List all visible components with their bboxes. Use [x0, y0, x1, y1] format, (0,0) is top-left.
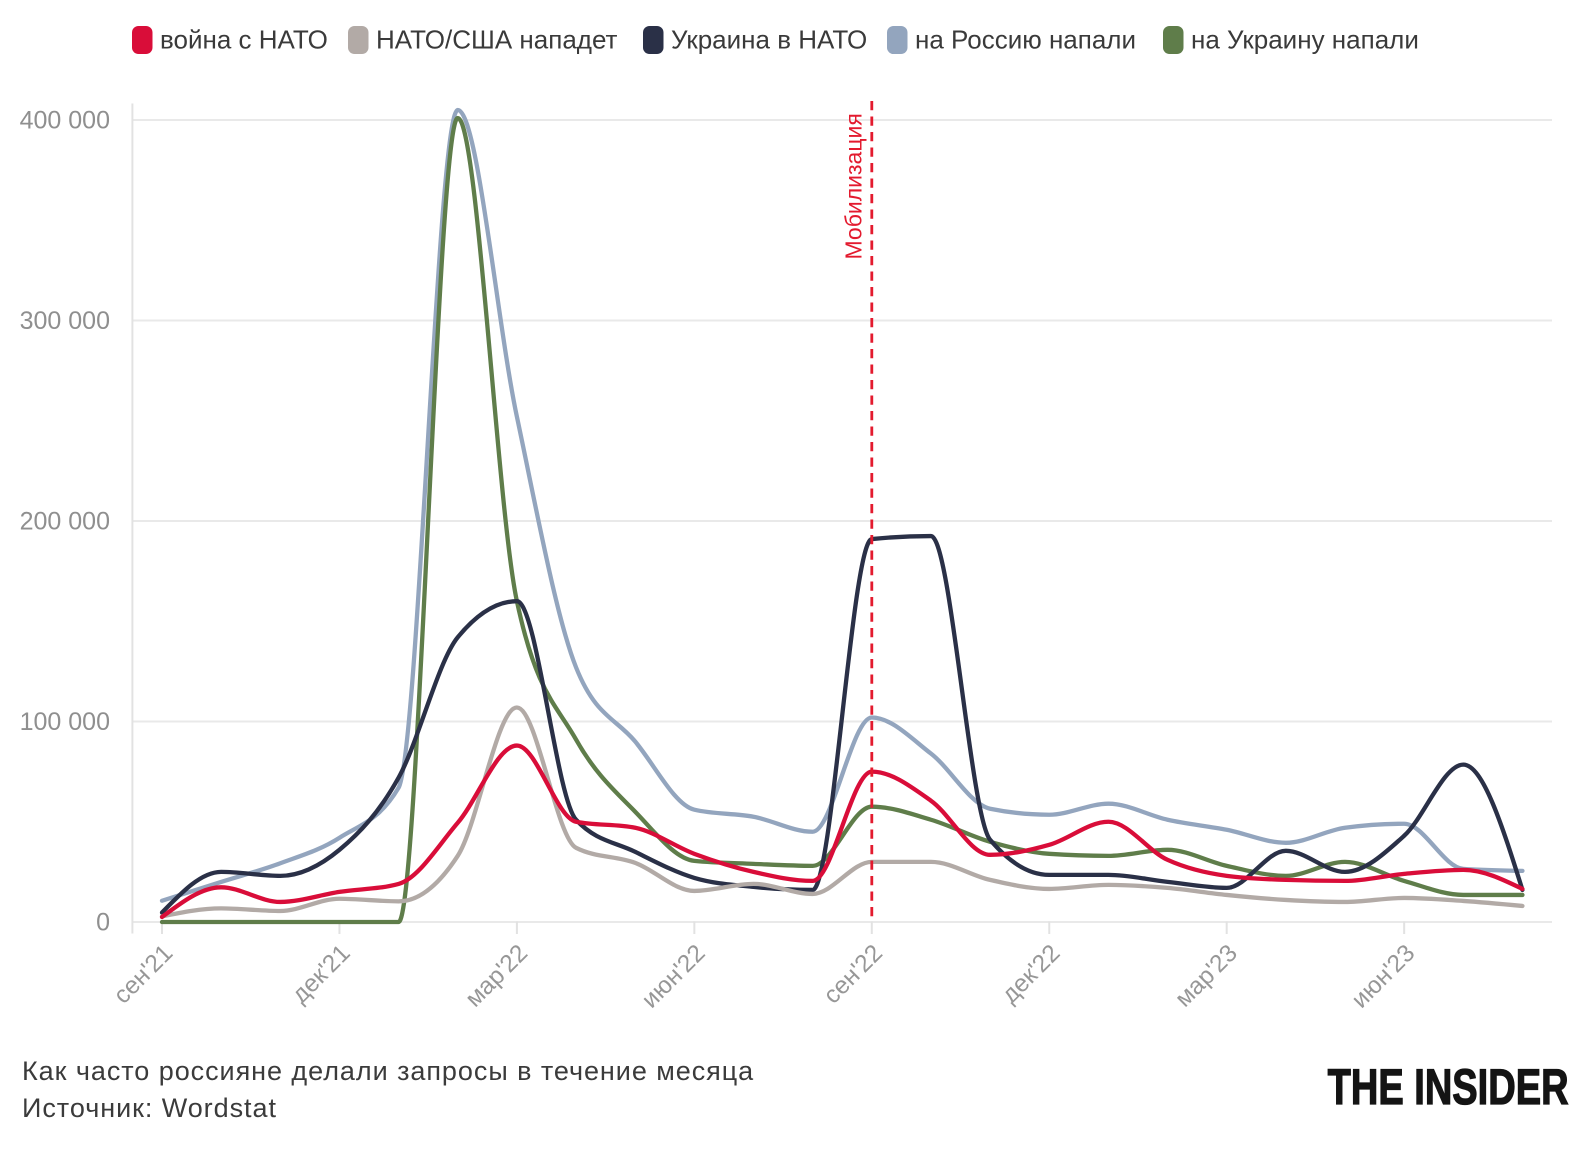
- svg-text:THE INSIDER: THE INSIDER: [1328, 1058, 1569, 1115]
- svg-text:Как часто россияне делали запр: Как часто россияне делали запросы в тече…: [22, 1056, 754, 1086]
- svg-text:Источник: Wordstat: Источник: Wordstat: [22, 1093, 277, 1123]
- svg-text:дек'22: дек'22: [996, 940, 1065, 1009]
- svg-text:100 000: 100 000: [20, 708, 110, 736]
- svg-text:мар'22: мар'22: [460, 940, 533, 1013]
- svg-text:НАТО/США нападет: НАТО/США нападет: [376, 25, 618, 55]
- svg-text:400 000: 400 000: [20, 107, 110, 135]
- svg-text:сен'22: сен'22: [819, 940, 889, 1010]
- svg-text:на Россию напали: на Россию напали: [915, 25, 1136, 55]
- svg-text:июн'23: июн'23: [1346, 940, 1420, 1014]
- svg-text:200 000: 200 000: [20, 508, 110, 536]
- svg-text:дек'21: дек'21: [287, 940, 356, 1009]
- svg-text:300 000: 300 000: [20, 307, 110, 335]
- svg-text:на Украину напали: на Украину напали: [1191, 25, 1419, 55]
- svg-text:война с НАТО: война с НАТО: [160, 25, 328, 55]
- svg-text:июн'22: июн'22: [637, 940, 711, 1014]
- svg-text:Мобилизация: Мобилизация: [840, 113, 866, 259]
- svg-text:мар'23: мар'23: [1170, 940, 1243, 1013]
- svg-text:сен'21: сен'21: [109, 940, 179, 1010]
- svg-text:Украина в НАТО: Украина в НАТО: [671, 25, 867, 55]
- svg-text:0: 0: [96, 909, 110, 937]
